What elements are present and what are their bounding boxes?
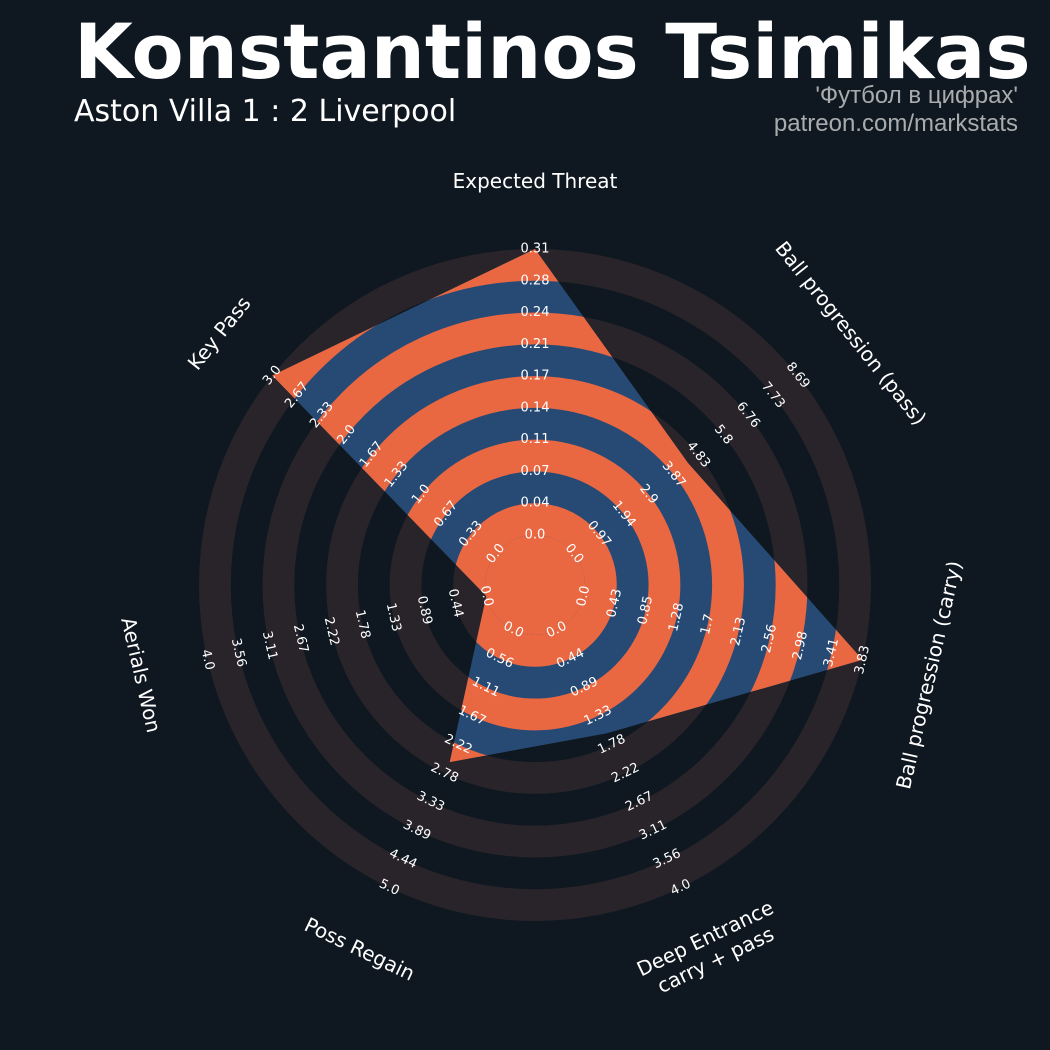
tick-label: 3.56 [228, 637, 249, 669]
tick-label: 3.83 [852, 644, 873, 676]
tick-label: 0.43 [604, 587, 625, 619]
credit-block: 'Футбол в цифрах' patreon.com/markstats [774, 82, 1018, 138]
tick-label: 0.31 [521, 242, 550, 257]
tick-label: 0.17 [521, 369, 550, 384]
tick-label: 4.0 [198, 648, 217, 672]
tick-label: 0.14 [521, 400, 550, 415]
player-name-title: Konstantinos Tsimikas [74, 7, 1031, 96]
tick-label: 1.7 [698, 613, 717, 637]
tick-label: 0.0 [477, 584, 496, 608]
tick-label: 0.11 [521, 432, 550, 447]
tick-label: 2.13 [728, 616, 749, 648]
tick-label: 0.28 [521, 273, 550, 288]
tick-label: 1.33 [383, 602, 404, 634]
tick-label: 2.67 [290, 623, 311, 655]
tick-label: 0.24 [521, 305, 550, 320]
param-label: Expected Threat [453, 169, 618, 193]
tick-label: 2.98 [790, 630, 811, 662]
tick-label: 3.41 [821, 637, 842, 669]
tick-label: 0.44 [445, 587, 466, 619]
tick-label: 0.07 [521, 464, 550, 479]
tick-label: 3.11 [259, 630, 280, 662]
match-subtitle: Aston Villa 1 : 2 Liverpool [74, 94, 457, 129]
credit-source: 'Футбол в цифрах' [815, 82, 1018, 109]
tick-label: 0.21 [521, 337, 550, 352]
tick-label: 0.0 [574, 584, 593, 608]
credit-link[interactable]: patreon.com/markstats [773, 110, 1018, 137]
tick-label: 1.28 [666, 602, 687, 634]
tick-label: 0.85 [635, 595, 656, 627]
tick-label: 1.78 [352, 609, 373, 641]
param-label-line: Aerials Won [116, 615, 166, 735]
tick-label: 0.89 [414, 595, 435, 627]
center-disc [485, 535, 585, 635]
tick-label: 2.22 [321, 616, 342, 648]
tick-label: 0.04 [521, 496, 550, 511]
tick-label: 0.0 [525, 528, 546, 543]
param-label: Aerials Won [116, 615, 166, 735]
tick-label: 2.56 [759, 623, 780, 655]
param-label-line: Expected Threat [453, 169, 618, 193]
